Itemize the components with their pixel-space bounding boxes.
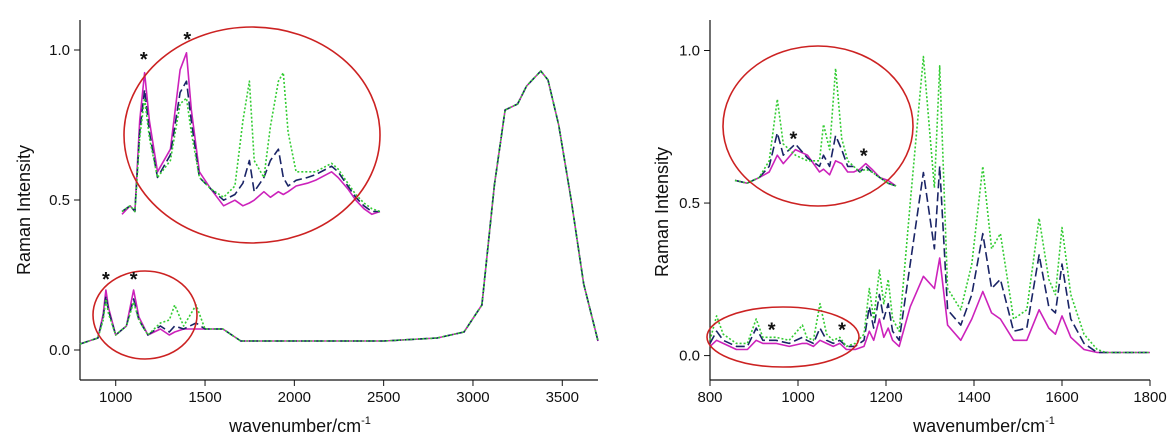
right-inset-circle [722, 45, 914, 207]
left-inset-circle [123, 26, 381, 244]
right-y-axis-title: Raman Intensity [652, 147, 672, 277]
right-x-axis-title-sup: -1 [1045, 415, 1055, 427]
left-inset-series-green-dotted [121, 71, 381, 213]
left-x-tick-label: 1500 [188, 389, 221, 406]
right-plot-area: 800 1000 1200 1400 1600 1800 0.0 0.5 1.0 * * * * [679, 20, 1167, 406]
right-peak-asterisk: * [838, 319, 846, 341]
left-x-axis-title: wavenumber/cm-1 [228, 415, 371, 436]
left-x-axis-title-sup: -1 [361, 415, 371, 427]
right-x-tick-label: 1600 [1045, 389, 1078, 406]
right-x-axis-title: wavenumber/cm-1 [912, 415, 1055, 436]
right-x-tick-label: 1200 [869, 389, 902, 406]
left-x-tick-label: 3500 [546, 389, 579, 406]
left-peak-asterisk: * [102, 269, 110, 291]
right-x-tick-label: 800 [697, 389, 722, 406]
left-x-tick-label: 3000 [456, 389, 489, 406]
right-chart: 800 1000 1200 1400 1600 1800 0.0 0.5 1.0 * * * * Ram… [652, 20, 1167, 436]
left-peak-asterisk: * [130, 269, 138, 291]
right-series-navy-dashed [709, 165, 1150, 354]
right-y-tick-label: 1.0 [679, 43, 700, 60]
right-peak-asterisk: * [768, 319, 776, 341]
right-inset-series-magenta-solid [734, 148, 897, 187]
right-highlight-circle [706, 306, 860, 368]
left-x-tick-label: 2500 [367, 389, 400, 406]
left-x-axis-title-main: wavenumber/cm [228, 416, 361, 436]
left-x-tick-label: 1000 [99, 389, 132, 406]
right-x-tick-label: 1400 [957, 389, 990, 406]
left-chart: 1000 1500 2000 2500 3000 3500 0.0 0.5 1.0 * * * * Ra… [14, 20, 599, 436]
left-y-tick-label: 0.0 [49, 342, 70, 359]
right-series-green-dotted [709, 55, 1150, 354]
right-y-tick-label: 0.5 [679, 195, 700, 212]
right-peak-asterisk: * [789, 129, 797, 151]
right-inset-series-navy-dashed [734, 132, 897, 187]
left-highlight-circle [92, 270, 198, 360]
right-x-tick-label: 1800 [1133, 389, 1166, 406]
left-y-tick-label: 1.0 [49, 42, 70, 59]
left-y-tick-label: 0.5 [49, 192, 70, 209]
left-inset-series-magenta-solid [121, 51, 381, 216]
right-x-tick-label: 1000 [781, 389, 814, 406]
left-peak-asterisk: * [183, 29, 191, 51]
right-peak-asterisk: * [860, 145, 868, 167]
left-y-axis-title: Raman Intensity [14, 145, 34, 275]
left-plot-area: 1000 1500 2000 2500 3000 3500 0.0 0.5 1.0 * * * * [49, 20, 599, 406]
left-series-navy-dashed [79, 70, 599, 345]
left-x-tick-label: 2000 [278, 389, 311, 406]
right-y-tick-label: 0.0 [679, 348, 700, 365]
right-x-axis-title-main: wavenumber/cm [912, 416, 1045, 436]
left-peak-asterisk: * [140, 49, 148, 71]
right-inset-series-green-dotted [734, 67, 897, 187]
left-series-green-dotted [79, 70, 599, 345]
right-series-magenta-solid [709, 257, 1150, 354]
